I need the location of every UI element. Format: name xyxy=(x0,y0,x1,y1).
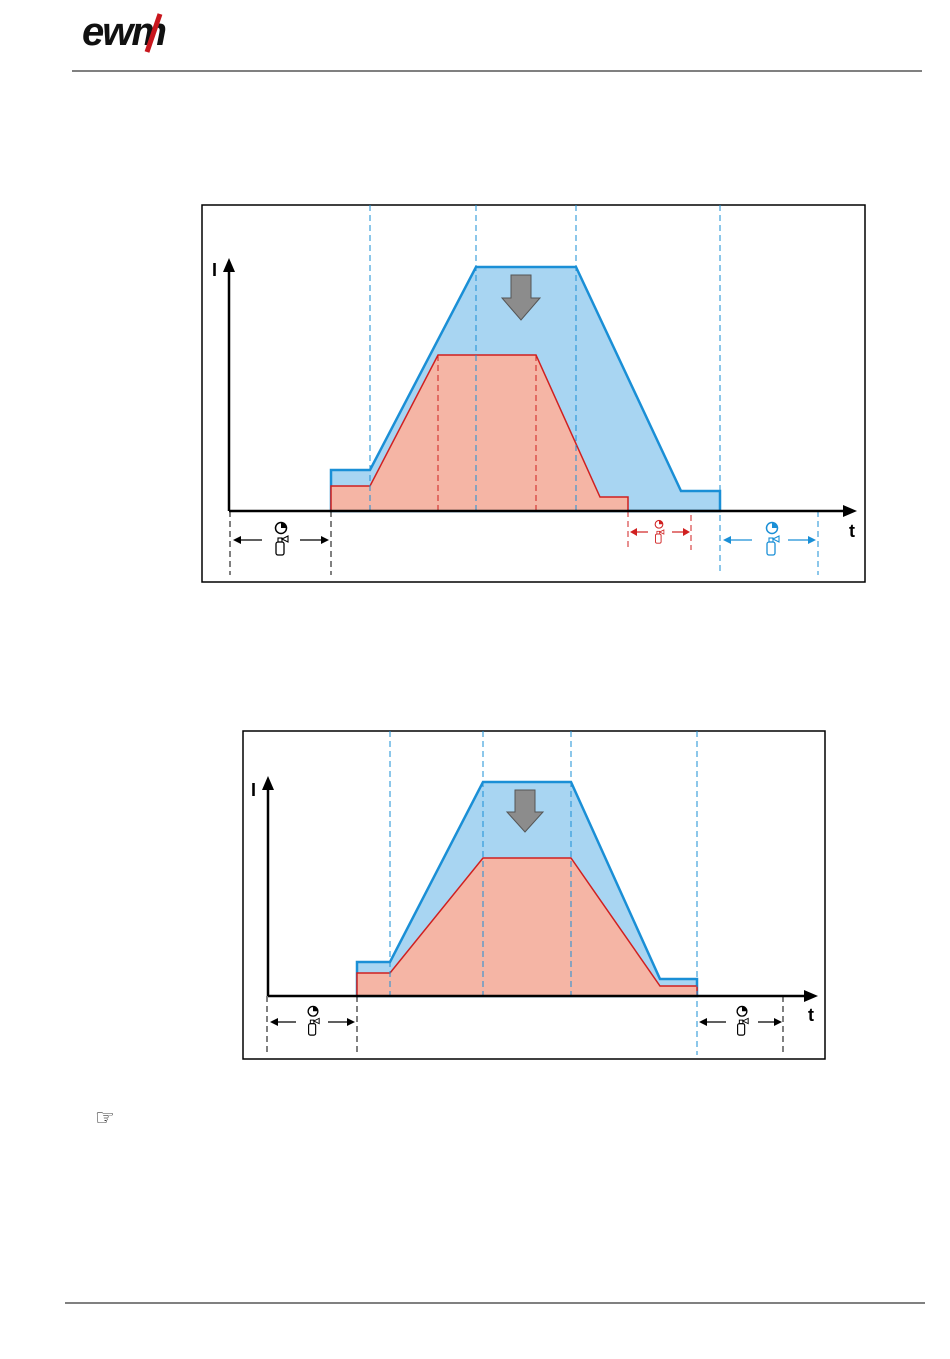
figure-2: I t xyxy=(242,730,826,1060)
x-axis-label: t xyxy=(849,521,855,541)
figure-1: I t xyxy=(201,204,866,583)
note-icon: ☞ xyxy=(95,1106,115,1131)
x-axis-label: t xyxy=(808,1005,814,1025)
header: ewm xyxy=(72,10,922,72)
y-axis-label: I xyxy=(251,780,256,800)
y-axis-label: I xyxy=(212,260,217,280)
logo-slash xyxy=(144,13,163,53)
